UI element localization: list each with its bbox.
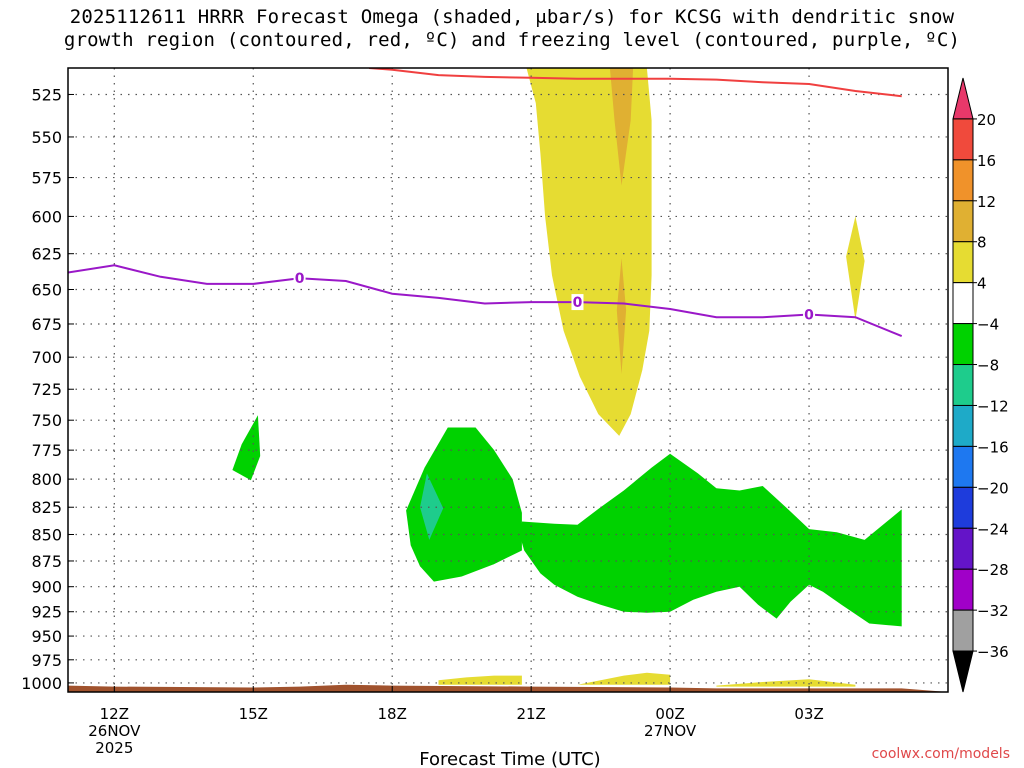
omega-region-8-2 [616,258,627,374]
y-tick-label-550: 550 [31,128,62,147]
plot-frame [67,67,949,693]
colorbar-label-11: −28 [977,561,1009,579]
chart-title: 2025112611 HRRR Forecast Omega (shaded, … [0,6,1024,52]
colorbar-bottom-arrow [952,650,974,693]
x-tick-label-15Z: 15Z [239,705,268,723]
colorbar-label-5: −4 [977,316,999,334]
freezing-label-bg-2 [803,306,816,323]
y-tick-label-1000: 1000 [21,674,62,693]
colorbar-label-3: 8 [977,234,987,252]
omega-region-4-3 [846,216,865,320]
y-tick-label-700: 700 [31,348,62,367]
y-tick-label-675: 675 [31,315,62,334]
colorbar-label-9: −20 [977,479,1009,497]
x-tick-label-00Z: 00Z [655,705,684,723]
colorbar-cell-10 [952,486,974,529]
colorbar-label-10: −24 [977,520,1009,538]
colorbar-label-1: 16 [977,152,996,170]
colorbar-label-6: −8 [977,357,999,375]
colorbar-cell-1 [952,118,974,161]
omega-region-8-1 [609,68,634,186]
y-tick-label-725: 725 [31,380,62,399]
grid-layer [68,68,948,692]
y-tick-label-800: 800 [31,470,62,489]
y-tick-label-775: 775 [31,441,62,460]
colorbar-label-13: −36 [977,643,1009,661]
y-tick-label-825: 825 [31,498,62,517]
omega-region-neg4-4 [232,415,261,481]
y-tick-label-525: 525 [31,85,62,104]
x-tick-year-12Z: 2025 [95,739,133,757]
colorbar-cell-2 [952,159,974,202]
x-tick-date-00Z: 27NOV [644,722,697,740]
omega-region-neg4-7 [519,453,902,627]
colorbar-cell-8 [952,404,974,447]
y-tick-label-975: 975 [31,651,62,670]
freezing-label-0: 0 [295,271,305,287]
colorbar-cell-9 [952,445,974,488]
terrain [68,684,948,692]
omega-region-4-10 [716,679,856,687]
credit-text: coolwx.com/models [871,746,1010,762]
dgz-contour-line [369,68,902,98]
freezing-label-1: 0 [573,295,583,311]
y-tick-label-925: 925 [31,603,62,622]
y-tick-label-750: 750 [31,411,62,430]
colorbar-cell-12 [952,568,974,611]
axes-layer: 525 550 575 600 625 650 675 700 725 750 775 800 825 8… [21,67,949,757]
colorbar-label-0: 20 [977,111,996,129]
y-tick-label-625: 625 [31,245,62,264]
colorbar-cell-5 [952,282,974,325]
omega-region-4-0 [526,68,652,436]
x-tick-date-12Z: 26NOV [88,722,141,740]
y-tick-label-650: 650 [31,281,62,300]
colorbar-cell-13 [952,609,974,652]
colorbar-top-arrow [952,77,974,120]
y-tick-label-900: 900 [31,578,62,597]
y-tick-label-875: 875 [31,552,62,571]
y-tick-label-575: 575 [31,169,62,188]
y-tick-label-600: 600 [31,207,62,226]
contour-layer: 0 0 0 [68,68,903,338]
colorbar-cell-6 [952,323,974,366]
colorbar-cell-11 [952,527,974,570]
x-axis-label: Forecast Time (UTC) [419,749,600,768]
colorbar-cell-4 [952,241,974,284]
colorbar-label-2: 12 [977,193,996,211]
omega-region-neg8-6 [420,473,444,540]
x-tick-label-21Z: 21Z [516,705,545,723]
colorbar-label-7: −12 [977,397,1009,415]
chart-title-line-1: 2025112611 HRRR Forecast Omega (shaded, … [69,6,955,28]
x-tick-label-12Z: 12Z [100,705,129,723]
y-tick-label-950: 950 [31,627,62,646]
x-tick-label-03Z: 03Z [794,705,823,723]
freezing-label-bg-0 [293,270,306,287]
colorbar-label-4: 4 [977,275,987,293]
omega-shading-layer [68,68,948,692]
freezing-label-bg-1 [571,294,584,311]
colorbar: 20 16 12 8 4 −4 −8 −12 −16 −20 −24 −28 −32 −36 [952,77,1009,693]
omega-region-neg4-5 [406,427,522,582]
colorbar-cell-3 [952,200,974,243]
chart-title-line-2: growth region (contoured, red, ºC) and f… [63,29,961,51]
freezing-label-2: 0 [804,307,814,323]
omega-region-4-9 [577,672,671,685]
x-tick-label-18Z: 18Z [378,705,407,723]
colorbar-label-8: −16 [977,438,1009,456]
y-tick-label-850: 850 [31,525,62,544]
colorbar-label-12: −32 [977,602,1009,620]
colorbar-cell-7 [952,364,974,406]
freezing-level-line [68,264,903,338]
